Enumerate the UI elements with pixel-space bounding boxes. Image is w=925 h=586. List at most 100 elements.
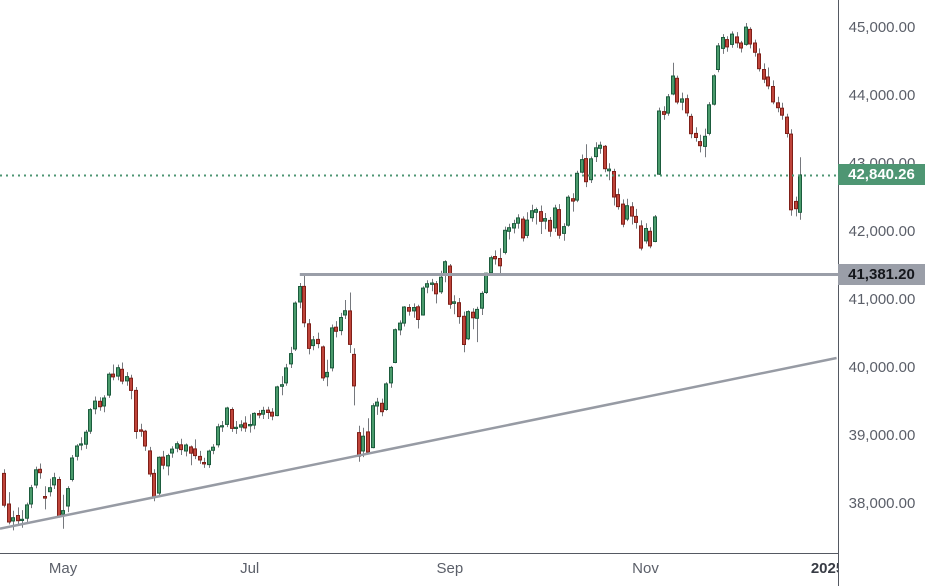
down-candle: [630, 206, 634, 217]
up-candle: [425, 283, 429, 288]
up-candle: [88, 409, 92, 432]
down-candle: [785, 116, 789, 134]
up-candle: [644, 228, 648, 242]
down-candle: [148, 450, 152, 475]
up-candle: [398, 322, 402, 331]
down-candle: [334, 326, 338, 332]
up-candle: [284, 367, 288, 384]
time-tick-label: Sep: [436, 560, 464, 577]
down-candle: [780, 107, 784, 116]
up-candle: [580, 159, 584, 173]
up-candle: [657, 110, 661, 175]
up-candle: [412, 307, 416, 312]
up-candle: [175, 443, 179, 449]
up-candle: [261, 409, 265, 415]
down-candle: [352, 353, 356, 387]
down-candle: [639, 225, 643, 249]
up-candle: [553, 207, 557, 229]
up-candle: [389, 366, 393, 384]
up-candle: [48, 487, 52, 493]
down-candle: [266, 409, 270, 414]
up-candle: [607, 168, 611, 172]
down-candle: [766, 76, 770, 87]
down-candle: [230, 409, 234, 429]
up-candle: [52, 477, 56, 486]
down-candle: [243, 422, 247, 429]
down-candle: [38, 468, 42, 474]
up-candle: [402, 306, 406, 324]
down-candle: [735, 36, 739, 44]
price-tick-label: 38,000.00: [848, 494, 916, 512]
down-candle: [539, 211, 543, 222]
down-candle: [407, 307, 411, 312]
down-candle: [366, 431, 370, 453]
up-candle: [234, 426, 238, 429]
trendline[interactable]: [0, 356, 837, 530]
up-candle: [70, 457, 74, 480]
time-tick-label: 2025: [810, 560, 838, 577]
up-candle: [20, 518, 24, 521]
up-candle: [125, 376, 129, 382]
down-candle: [57, 479, 61, 518]
up-candle: [298, 286, 302, 303]
down-candle: [621, 203, 625, 225]
down-candle: [794, 200, 798, 210]
up-candle: [325, 371, 329, 378]
last-price-label: 42,840.26: [838, 164, 925, 186]
down-candle: [134, 389, 138, 432]
time-tick-label: May: [48, 560, 78, 577]
up-candle: [598, 144, 602, 149]
up-candle: [716, 45, 720, 71]
down-candle: [380, 402, 384, 413]
down-candle: [685, 98, 689, 114]
down-candle: [2, 472, 6, 506]
up-candle: [102, 397, 106, 407]
up-candle: [311, 339, 315, 347]
up-candle: [798, 174, 802, 213]
down-candle: [152, 472, 156, 497]
down-candle: [257, 413, 261, 416]
down-candle: [416, 306, 420, 320]
down-candle: [776, 102, 780, 109]
up-candle: [566, 196, 570, 226]
up-candle: [75, 445, 79, 457]
down-candle: [757, 53, 761, 70]
down-candle: [321, 346, 325, 379]
up-candle: [384, 383, 388, 410]
up-candle: [421, 287, 425, 316]
up-candle: [562, 226, 566, 234]
up-candle: [252, 412, 256, 426]
down-candle: [689, 115, 693, 135]
time-axis[interactable]: May Jul Sep Nov 2025: [0, 554, 925, 586]
down-candle: [143, 430, 147, 447]
up-candle: [371, 405, 375, 449]
up-candle: [116, 367, 120, 377]
up-candle: [293, 302, 297, 350]
price-axis-border-line: [838, 0, 839, 586]
down-candle: [43, 496, 47, 499]
up-candle: [166, 455, 170, 467]
candle-bodies-layer: [2, 26, 802, 523]
down-candle: [179, 444, 183, 451]
price-tick-label: 41,000.00: [848, 290, 916, 308]
up-candle: [184, 444, 188, 452]
up-candle: [503, 229, 507, 253]
up-candle: [61, 510, 65, 515]
up-candle: [543, 218, 547, 222]
up-candle: [93, 400, 97, 410]
down-candle: [612, 171, 616, 198]
up-candle: [534, 209, 538, 213]
down-candle: [111, 373, 115, 378]
price-axis[interactable]: 45,000.0044,000.0043,000.0042,000.0041,0…: [839, 0, 925, 553]
up-candle: [211, 446, 215, 451]
up-candle: [452, 301, 456, 304]
up-candle: [707, 104, 711, 134]
down-candle: [202, 462, 206, 465]
up-candle: [393, 329, 397, 364]
down-candle: [120, 368, 124, 382]
down-candle: [557, 209, 561, 236]
up-candle: [466, 311, 470, 340]
up-candle: [666, 96, 670, 114]
down-candle: [434, 283, 438, 295]
